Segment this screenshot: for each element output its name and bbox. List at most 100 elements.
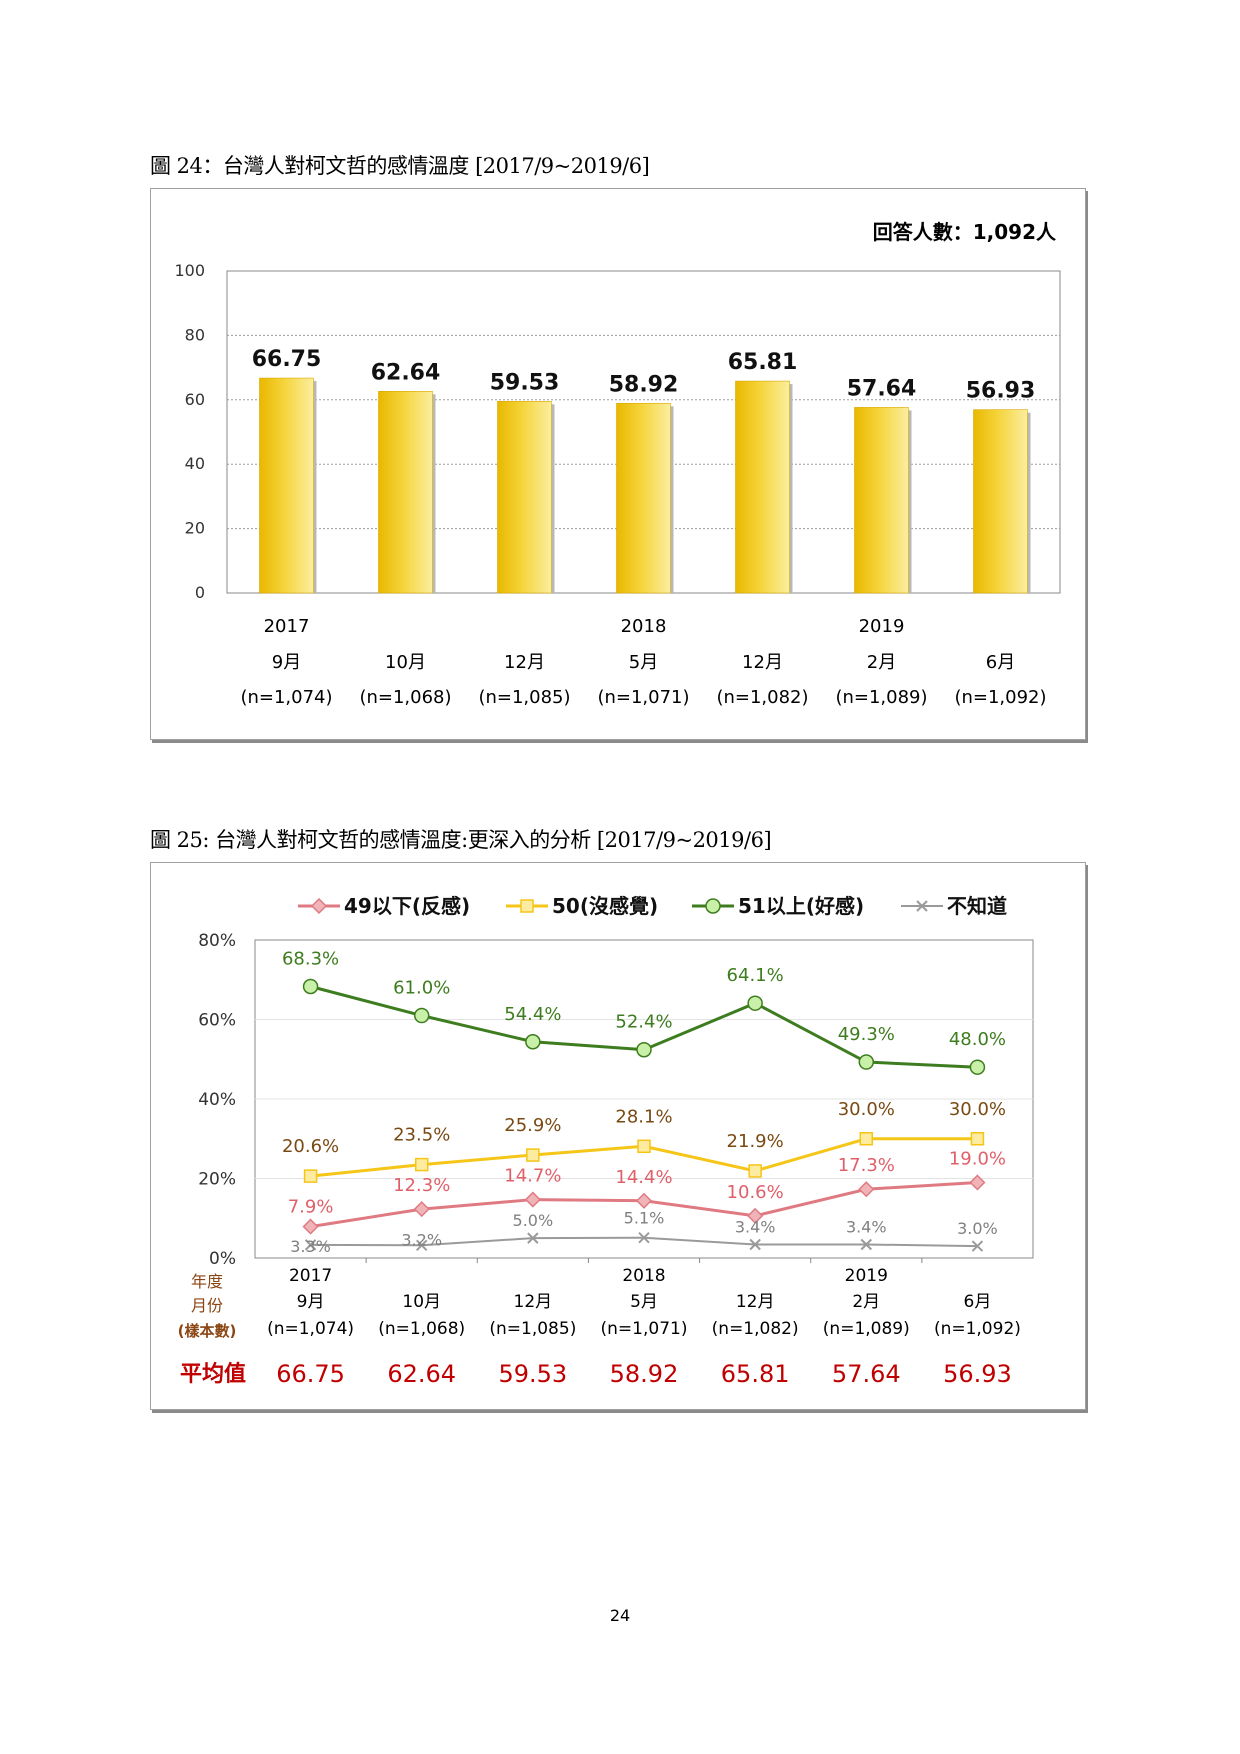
y-tick-label: 80 — [185, 325, 205, 344]
x-month-label: 5月 — [629, 652, 658, 673]
y-tick-label: 20 — [185, 519, 205, 538]
diamond-marker — [413, 1201, 430, 1218]
average-value: 59.53 — [498, 1360, 567, 1388]
diamond-marker — [310, 897, 328, 915]
bar — [854, 407, 909, 594]
diamond-marker — [635, 1192, 653, 1209]
series-0: 7.9% 12.3% 14.7% 14.4% 10.6% 17.3% 19.0% — [288, 1148, 1006, 1235]
x-year-label: 2017 — [289, 1266, 332, 1286]
y-tick-label: 100 — [174, 261, 205, 280]
diamond-marker — [524, 1191, 541, 1208]
diamond-marker — [747, 1207, 764, 1224]
series-1: 20.6% 23.5% 25.9% 28.1% 21.9% 30.0% 30.0% — [282, 1099, 1006, 1183]
x-sample-label: (n=1,089) — [835, 687, 927, 708]
average-value: 65.81 — [721, 1360, 790, 1388]
data-label: 30.0% — [838, 1099, 895, 1120]
bar — [378, 390, 433, 594]
x-month-label: 6月 — [964, 1292, 992, 1312]
data-label: 10.6% — [727, 1182, 784, 1203]
data-label: 3.4% — [735, 1217, 776, 1236]
data-label: 17.3% — [838, 1155, 895, 1176]
circle-marker — [705, 898, 721, 914]
data-label: 52.4% — [615, 1012, 672, 1033]
x-year-label: 2017 — [264, 616, 310, 637]
cross-marker — [860, 1238, 872, 1251]
data-label: 5.0% — [513, 1211, 554, 1230]
row-label-avg: 平均值 — [180, 1361, 246, 1387]
circle-marker — [302, 978, 319, 995]
y-tick-label: 60 — [185, 390, 205, 409]
bar — [973, 409, 1028, 594]
average-value: 66.75 — [276, 1360, 345, 1388]
x-month-label: 9月 — [297, 1292, 325, 1312]
cross-marker — [527, 1232, 539, 1244]
diamond-marker — [858, 1181, 875, 1198]
circle-marker — [413, 1007, 430, 1024]
data-label: 14.7% — [504, 1166, 561, 1187]
average-value: 56.93 — [943, 1360, 1012, 1388]
x-month-label: 9月 — [272, 652, 301, 673]
square-marker — [748, 1164, 762, 1178]
row-label-month: 月份 — [191, 1296, 223, 1315]
circle-marker — [747, 995, 763, 1011]
x-month-label: 12月 — [742, 652, 783, 673]
data-label: 49.3% — [838, 1024, 895, 1045]
bar-value-label: 57.64 — [847, 376, 917, 401]
data-label: 30.0% — [949, 1099, 1006, 1120]
x-sample-label: (n=1,092) — [934, 1319, 1021, 1339]
page-number: 24 — [609, 1606, 631, 1625]
series-2: 68.3% 61.0% 54.4% 52.4% 64.1% 49.3% 48.0% — [282, 949, 1006, 1075]
bar-value-label: 58.92 — [609, 372, 679, 397]
x-year-label: 2019 — [859, 616, 905, 637]
cross-marker — [304, 1239, 317, 1251]
data-label: 21.9% — [727, 1131, 784, 1152]
series-3: 3.3% 3.2% 5.0% 5.1% 3.4% 3.4% 3.0% — [290, 1209, 998, 1256]
bar-value-label: 56.93 — [966, 379, 1036, 404]
data-label: 54.4% — [504, 1004, 561, 1025]
average-value: 62.64 — [387, 1360, 456, 1388]
figure-24-frame: 回答人數：1,092人 0 20 40 60 80 100 66.75 62.64 59.53… — [150, 188, 1086, 740]
bar — [616, 402, 671, 594]
average-value: 57.64 — [832, 1360, 901, 1388]
x-month-label: 6月 — [986, 652, 1015, 673]
circle-marker — [525, 1034, 541, 1050]
x-month-label: 12月 — [504, 652, 545, 673]
y-tick-label: 0% — [209, 1249, 236, 1269]
x-month-label: 5月 — [630, 1292, 658, 1312]
respondents-note: 回答人數：1,092人 — [873, 220, 1057, 244]
cross-marker — [916, 900, 928, 912]
data-label: 12.3% — [393, 1175, 450, 1196]
row-label-year: 年度 — [191, 1272, 223, 1291]
data-label: 25.9% — [504, 1115, 561, 1136]
bar-chart: 回答人數：1,092人 0 20 40 60 80 100 66.75 62.64 59.53… — [174, 220, 1061, 708]
data-label: 14.4% — [615, 1167, 672, 1188]
cross-marker — [638, 1232, 650, 1244]
data-label: 20.6% — [282, 1136, 339, 1157]
cross-marker — [416, 1239, 428, 1251]
circle-marker — [636, 1041, 652, 1058]
legend-label: 51以上(好感) — [738, 894, 864, 918]
data-label: 3.2% — [401, 1230, 442, 1249]
y-tick-label: 40% — [198, 1090, 236, 1110]
diamond-marker — [302, 1218, 319, 1235]
x-month-label: 10月 — [402, 1292, 441, 1312]
data-label: 64.1% — [727, 965, 784, 986]
x-year-label: 2019 — [845, 1266, 888, 1286]
circle-marker — [858, 1054, 875, 1070]
row-label-sample: (樣本數) — [178, 1322, 237, 1340]
x-sample-label: (n=1,082) — [716, 687, 808, 708]
data-label: 19.0% — [949, 1148, 1006, 1169]
square-marker — [859, 1132, 874, 1146]
bar-value-label: 66.75 — [252, 347, 322, 372]
data-label: 7.9% — [288, 1197, 334, 1218]
data-label: 5.1% — [624, 1209, 665, 1228]
bar — [735, 380, 790, 594]
bar-value-label: 59.53 — [490, 370, 560, 395]
x-year-label: 2018 — [622, 1266, 665, 1286]
x-month-label: 2月 — [852, 1292, 880, 1312]
y-tick-label: 60% — [198, 1011, 236, 1031]
figure-25-caption: 圖 25: 台灣人對柯文哲的感情溫度:更深入的分析 [2017/9~2019/6… — [150, 828, 772, 852]
x-year-label: 2018 — [621, 616, 667, 637]
data-label: 3.0% — [957, 1219, 998, 1238]
legend-label: 50(沒感覺) — [552, 894, 658, 918]
